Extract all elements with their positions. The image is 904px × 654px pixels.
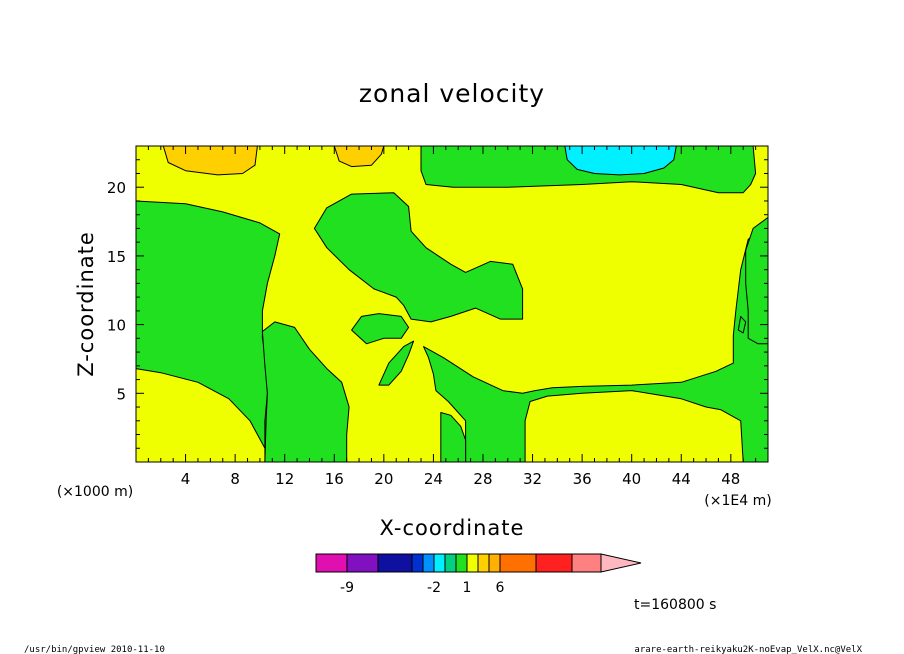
footer-right: arare-earth-reikyaku2K-noEvap_VelX.nc@Ve… bbox=[634, 645, 862, 654]
colorbar-cell bbox=[488, 553, 501, 573]
colorbar-cell bbox=[455, 553, 468, 573]
y-tick-label: 15 bbox=[107, 248, 126, 266]
colorbar-cell bbox=[499, 553, 537, 573]
colorbar-label: -9 bbox=[340, 580, 354, 596]
y-tick-label: 5 bbox=[116, 385, 126, 403]
region-green-small-right bbox=[737, 315, 747, 334]
region-cyan-top bbox=[564, 145, 677, 176]
x-tick-label: 36 bbox=[573, 470, 592, 488]
colorbar: -9 -2 1 6 bbox=[315, 553, 642, 596]
x-scale-label: (×1E4 m) bbox=[704, 493, 771, 509]
y-axis-label: Z-coordinate bbox=[74, 231, 98, 377]
x-tick-label: 24 bbox=[424, 470, 443, 488]
colorbar-label: 6 bbox=[496, 580, 505, 596]
colorbar-cell bbox=[422, 553, 435, 573]
chart-title: zonal velocity bbox=[359, 79, 545, 108]
region-green-slanted bbox=[378, 340, 415, 386]
x-tick-label: 4 bbox=[181, 470, 191, 488]
region-green-right-edge bbox=[745, 216, 769, 345]
colorbar-cell bbox=[377, 553, 413, 573]
x-tick-label: 48 bbox=[721, 470, 740, 488]
x-tick-label: 8 bbox=[230, 470, 240, 488]
x-tick-label: 20 bbox=[374, 470, 393, 488]
x-unit-label: (×1000 m) bbox=[57, 484, 133, 500]
plot-frame bbox=[135, 145, 769, 463]
colorbar-cell bbox=[444, 553, 457, 573]
region-green-arm bbox=[313, 192, 524, 323]
region-orange-top-left bbox=[162, 145, 258, 176]
footer-left: /usr/bin/gpview 2010-11-10 bbox=[24, 645, 165, 654]
x-tick-label: 16 bbox=[325, 470, 344, 488]
x-axis-label: X-coordinate bbox=[380, 516, 525, 540]
colorbar-label: 1 bbox=[463, 580, 472, 596]
colorbar-label: -2 bbox=[427, 580, 441, 596]
region-green-bottom-center bbox=[261, 321, 350, 463]
x-tick-label: 12 bbox=[275, 470, 294, 488]
colorbar-cell bbox=[477, 553, 490, 573]
colorbar-cell bbox=[346, 553, 379, 573]
x-tick-label: 40 bbox=[622, 470, 641, 488]
colorbar-cell bbox=[433, 553, 446, 573]
colorbar-cell bbox=[571, 553, 602, 573]
y-tick-label: 10 bbox=[107, 317, 126, 335]
x-tick-label: 32 bbox=[523, 470, 542, 488]
contour-regions bbox=[135, 145, 769, 463]
region-green-lobe-small bbox=[351, 313, 410, 345]
colorbar-cell bbox=[315, 553, 348, 573]
colorbar-cell bbox=[411, 553, 424, 573]
colorbar-cell bbox=[535, 553, 573, 573]
colorbar-cell bbox=[466, 553, 479, 573]
y-tick-label: 20 bbox=[107, 179, 126, 197]
x-tick-label: 44 bbox=[672, 470, 691, 488]
colorbar-arrow bbox=[600, 553, 642, 573]
x-tick-label: 28 bbox=[473, 470, 492, 488]
timestamp-label: t=160800 s bbox=[634, 597, 716, 613]
